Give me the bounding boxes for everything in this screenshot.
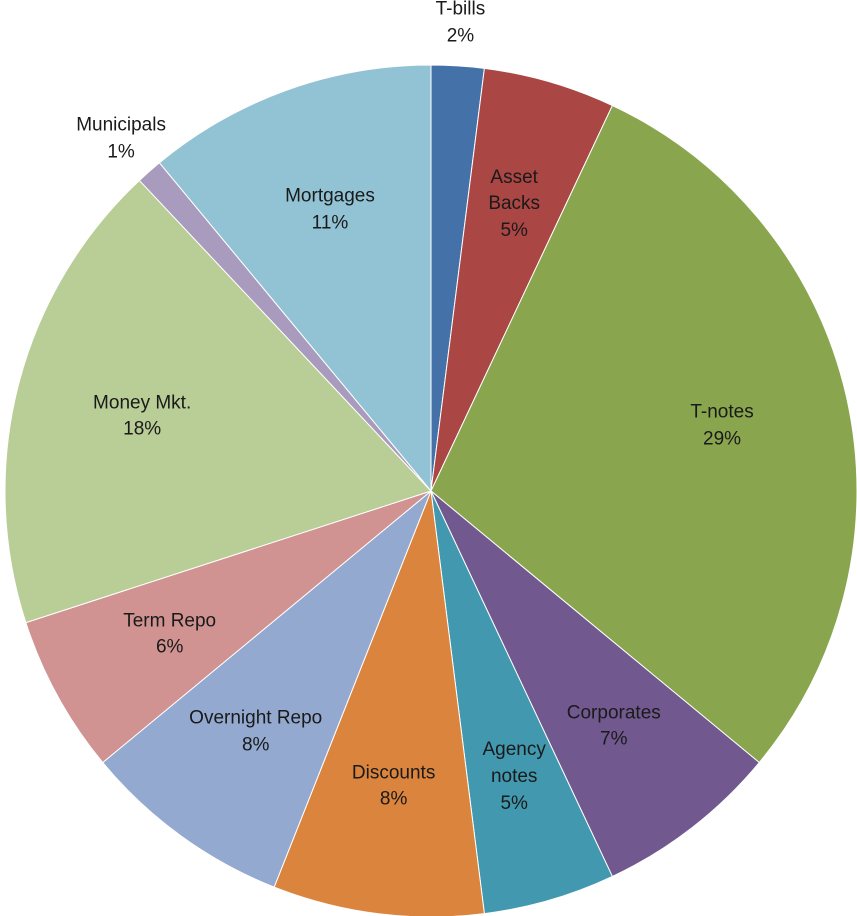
slice-label: T-notes 29% xyxy=(622,399,822,452)
pie-slice xyxy=(102,490,432,888)
value-label: 18% xyxy=(123,418,162,440)
pie-slice xyxy=(273,490,485,916)
pie-slice xyxy=(4,179,432,624)
category-label: Corporates xyxy=(566,702,661,724)
pie-slice xyxy=(430,104,857,764)
slice-label: Overnight Repo 8% xyxy=(156,706,356,759)
pie-slice xyxy=(25,490,432,764)
category-label: Agency notes xyxy=(482,739,546,788)
category-label: Asset Backs xyxy=(488,166,541,215)
category-label: Overnight Repo xyxy=(189,707,323,729)
slice-label: Corporates 7% xyxy=(514,700,714,753)
category-label: Discounts xyxy=(351,762,436,784)
value-label: 8% xyxy=(241,734,270,756)
value-label: 1% xyxy=(107,141,135,163)
category-label: Municipals xyxy=(76,114,166,136)
slice-label: Asset Backs 5% xyxy=(474,165,554,245)
value-label: 8% xyxy=(379,788,408,810)
category-label: Mortgages xyxy=(285,185,375,207)
value-label: 29% xyxy=(703,427,742,449)
slice-label: Agency notes 5% xyxy=(474,737,554,817)
value-label: 2% xyxy=(446,25,475,47)
value-label: 6% xyxy=(155,636,184,658)
category-label: T-bills xyxy=(435,0,486,20)
slice-label: Discounts 8% xyxy=(294,760,494,813)
value-label: 11% xyxy=(311,212,349,234)
category-label: Money Mkt. xyxy=(93,392,192,414)
value-label: 7% xyxy=(600,728,628,750)
value-label: 5% xyxy=(500,219,528,241)
category-label: T-notes xyxy=(690,401,754,423)
slice-label: Municipals 1% xyxy=(21,113,221,166)
slice-label: Term Repo 6% xyxy=(70,608,270,661)
slice-label: Mortgages 11% xyxy=(230,184,430,237)
slice-label: T-bills 2% xyxy=(360,0,560,50)
pie-slice xyxy=(430,490,760,878)
value-label: 5% xyxy=(500,792,528,814)
slice-label: Money Mkt. 18% xyxy=(42,390,242,443)
category-label: Term Repo xyxy=(123,610,217,632)
pie-slice xyxy=(158,64,432,493)
